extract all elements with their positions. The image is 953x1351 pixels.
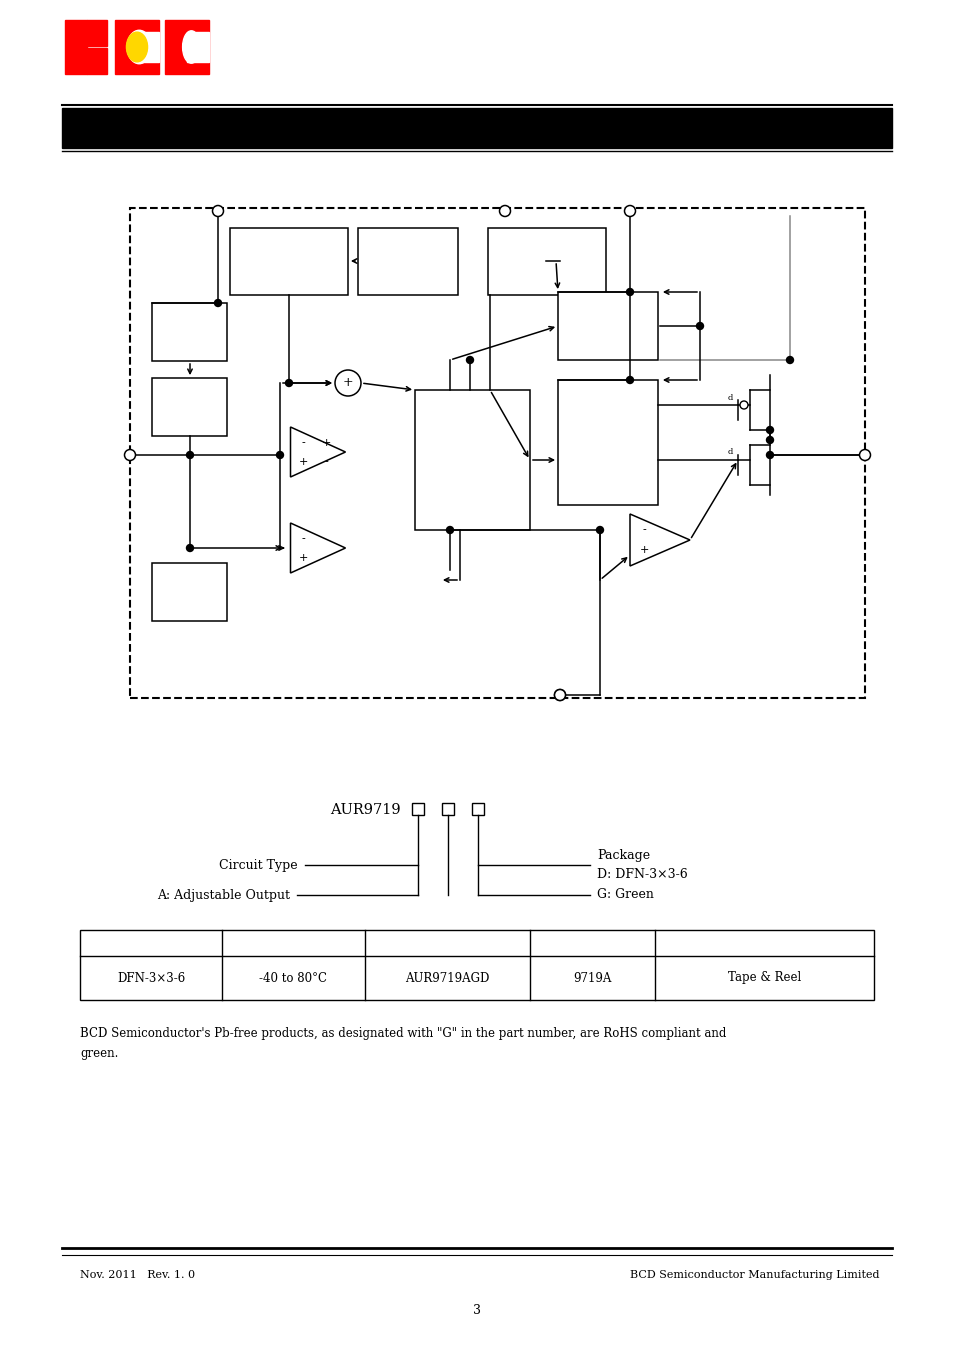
Polygon shape bbox=[291, 427, 345, 477]
Circle shape bbox=[213, 205, 223, 216]
Circle shape bbox=[125, 450, 135, 461]
Ellipse shape bbox=[127, 32, 148, 62]
Bar bbox=[80, 929, 873, 1000]
Text: d: d bbox=[726, 449, 732, 457]
Circle shape bbox=[624, 205, 635, 216]
Circle shape bbox=[596, 527, 603, 534]
Ellipse shape bbox=[182, 31, 200, 63]
Bar bbox=[115, 20, 159, 74]
Circle shape bbox=[554, 689, 565, 701]
Text: Nov. 2011   Rev. 1. 0: Nov. 2011 Rev. 1. 0 bbox=[80, 1270, 195, 1279]
Bar bbox=[187, 32, 209, 62]
Circle shape bbox=[276, 451, 283, 458]
Text: BCD Semiconductor's Pb-free products, as designated with "G" in the part number,: BCD Semiconductor's Pb-free products, as… bbox=[80, 1027, 725, 1039]
Bar bbox=[415, 390, 530, 530]
Text: +: + bbox=[342, 377, 353, 389]
Text: D: DFN-3×3-6: D: DFN-3×3-6 bbox=[597, 867, 687, 881]
Polygon shape bbox=[291, 523, 345, 573]
Text: +: + bbox=[639, 544, 648, 555]
Text: -: - bbox=[301, 438, 305, 449]
Circle shape bbox=[765, 427, 773, 434]
Text: Package: Package bbox=[597, 848, 649, 862]
Circle shape bbox=[446, 527, 453, 534]
Text: DFN-3×3-6: DFN-3×3-6 bbox=[117, 971, 185, 985]
Bar bbox=[137, 32, 159, 62]
Text: -: - bbox=[324, 457, 328, 467]
Text: -: - bbox=[641, 526, 645, 535]
Bar bbox=[152, 563, 227, 621]
Circle shape bbox=[765, 451, 773, 458]
Text: 9719A: 9719A bbox=[573, 971, 611, 985]
Bar bbox=[65, 20, 87, 74]
Circle shape bbox=[859, 450, 869, 461]
Text: d: d bbox=[726, 394, 732, 403]
Text: A: Adjustable Output: A: Adjustable Output bbox=[157, 889, 290, 901]
Text: +: + bbox=[321, 438, 331, 449]
Circle shape bbox=[626, 377, 633, 384]
Circle shape bbox=[554, 689, 565, 701]
Bar bbox=[472, 802, 483, 815]
Bar bbox=[62, 108, 891, 149]
Bar bbox=[87, 20, 107, 46]
Text: G: Green: G: Green bbox=[597, 889, 653, 901]
Circle shape bbox=[499, 205, 510, 216]
Bar bbox=[488, 228, 605, 295]
Bar bbox=[441, 802, 454, 815]
Text: green.: green. bbox=[80, 1047, 118, 1059]
Bar bbox=[412, 802, 423, 815]
Circle shape bbox=[335, 370, 360, 396]
Text: BCD Semiconductor Manufacturing Limited: BCD Semiconductor Manufacturing Limited bbox=[630, 1270, 879, 1279]
Bar bbox=[152, 303, 227, 361]
Bar bbox=[152, 378, 227, 436]
Circle shape bbox=[696, 323, 702, 330]
Circle shape bbox=[186, 544, 193, 551]
Bar bbox=[230, 228, 348, 295]
Bar bbox=[558, 380, 658, 505]
Text: Tape & Reel: Tape & Reel bbox=[727, 971, 801, 985]
Circle shape bbox=[466, 357, 473, 363]
Text: -40 to 80°C: -40 to 80°C bbox=[259, 971, 327, 985]
Circle shape bbox=[626, 289, 633, 296]
Polygon shape bbox=[629, 513, 689, 566]
Circle shape bbox=[785, 357, 793, 363]
Bar bbox=[165, 20, 209, 74]
Circle shape bbox=[765, 436, 773, 443]
Circle shape bbox=[214, 300, 221, 307]
Circle shape bbox=[186, 451, 193, 458]
Text: +: + bbox=[298, 553, 308, 563]
Text: -: - bbox=[301, 534, 305, 544]
Text: Circuit Type: Circuit Type bbox=[219, 858, 297, 871]
Circle shape bbox=[740, 401, 747, 409]
Bar bbox=[357, 228, 457, 295]
Ellipse shape bbox=[127, 30, 152, 63]
Text: 3: 3 bbox=[473, 1304, 480, 1316]
Text: AUR9719AGD: AUR9719AGD bbox=[405, 971, 489, 985]
Bar bbox=[130, 208, 864, 698]
Text: AUR9719: AUR9719 bbox=[330, 802, 400, 817]
Circle shape bbox=[285, 380, 293, 386]
Bar bbox=[87, 49, 107, 74]
Text: +: + bbox=[298, 457, 308, 467]
Bar bbox=[558, 292, 658, 359]
